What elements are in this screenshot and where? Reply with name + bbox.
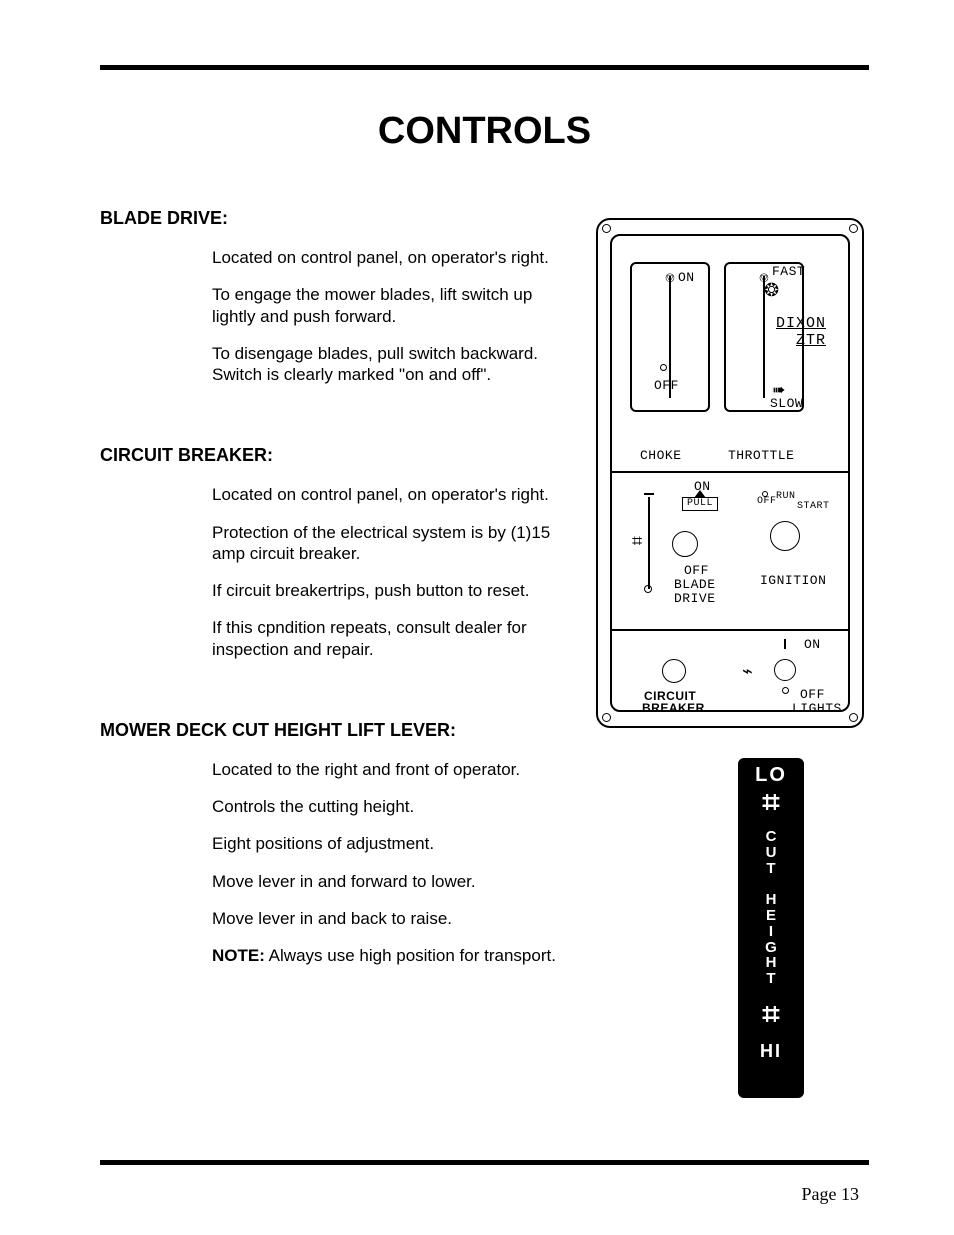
- label-slow: SLOW: [770, 396, 803, 411]
- para: If this cpndition repeats, consult deale…: [212, 617, 567, 660]
- knob-icon: [672, 531, 698, 557]
- body-mower-deck: Located to the right and front of operat…: [212, 759, 632, 967]
- para: Protection of the electrical system is b…: [212, 522, 567, 565]
- lights-knob-icon: [774, 659, 796, 681]
- panel-zone-mid: ON PULL ⌗ OFF BLADE DRIVE OFF RUN START …: [612, 471, 848, 629]
- label-drive: DRIVE: [674, 591, 716, 606]
- label-fast: FAST: [772, 264, 805, 279]
- comb-icon: ⌗: [632, 531, 642, 552]
- panel-zone-bottom: CIRCUIT BREAKER ⌁ ON OFF LIGHTS: [612, 629, 848, 710]
- para: Move lever in and forward to lower.: [212, 871, 632, 892]
- ignition-knob-icon: [770, 521, 800, 551]
- label-throttle: THROTTLE: [728, 448, 794, 463]
- page-title: CONTROLS: [100, 110, 869, 153]
- top-rule: [100, 65, 869, 70]
- para: Controls the cutting height.: [212, 796, 632, 817]
- label-pull: PULL: [687, 498, 713, 509]
- panel-zone-top: ⎊ ⎊ ON OFF FAST ❂ ➠ SLOW DIXON ZTR CHOKE: [612, 236, 848, 471]
- screw-icon: [602, 713, 611, 722]
- label-off: OFF: [800, 687, 825, 702]
- para: If circuit breakertrips, push button to …: [212, 580, 567, 601]
- dot-icon: [644, 585, 652, 593]
- bottom-rule: [100, 1160, 869, 1165]
- para: Located on control panel, on operator's …: [212, 484, 567, 505]
- decal-cut: CUT: [738, 829, 804, 876]
- label-on: ON: [678, 270, 695, 285]
- note-text: Always use high position for transport.: [265, 946, 556, 965]
- rabbit-icon: ❂: [764, 280, 779, 301]
- label-ignition: IGNITION: [760, 573, 826, 588]
- page-number: Page 13: [802, 1184, 860, 1205]
- body-blade-drive: Located on control panel, on operator's …: [212, 247, 567, 385]
- brand-line: ZTR: [776, 333, 826, 350]
- comb-icon: ⌗: [738, 791, 804, 815]
- para: To disengage blades, pull switch backwar…: [212, 343, 567, 386]
- key-icon: ⌁: [742, 661, 753, 682]
- para-note: NOTE: Always use high position for trans…: [212, 945, 632, 966]
- para: Located on control panel, on operator's …: [212, 247, 567, 268]
- para: To engage the mower blades, lift switch …: [212, 284, 567, 327]
- label-lights: LIGHTS: [792, 701, 842, 716]
- body-circuit-breaker: Located on control panel, on operator's …: [212, 484, 567, 660]
- decal-hi: HI: [738, 1041, 804, 1062]
- dot-icon: [782, 687, 789, 694]
- label-breaker: BREAKER: [642, 701, 705, 715]
- comb-icon: ⌗: [738, 1003, 804, 1027]
- tick-icon: [784, 639, 786, 649]
- para: Eight positions of adjustment.: [212, 833, 632, 854]
- para: Located to the right and front of operat…: [212, 759, 632, 780]
- tick-icon: [644, 493, 654, 495]
- label-ign-off: OFF: [757, 496, 777, 507]
- label-off: OFF: [684, 563, 709, 578]
- brand-line: DIXON: [776, 316, 826, 333]
- breaker-button-icon: [662, 659, 686, 683]
- label-choke: CHOKE: [640, 448, 682, 463]
- blade-track: [648, 497, 650, 589]
- decal-lo: LO: [738, 764, 804, 787]
- label-off: OFF: [654, 378, 679, 393]
- cut-height-decal: LO ⌗ CUT HEIGHT ⌗ HI: [738, 758, 804, 1098]
- label-ign-start: START: [797, 501, 830, 512]
- screw-icon: [849, 224, 858, 233]
- screw-icon: [602, 224, 611, 233]
- decal-height: HEIGHT: [738, 892, 804, 987]
- label-blade: BLADE: [674, 577, 716, 592]
- lever-icon: ⎊: [665, 270, 675, 286]
- label-ign-run: RUN: [776, 491, 796, 502]
- control-panel-diagram: ⎊ ⎊ ON OFF FAST ❂ ➠ SLOW DIXON ZTR CHOKE: [596, 218, 864, 728]
- panel-inner-border: ⎊ ⎊ ON OFF FAST ❂ ➠ SLOW DIXON ZTR CHOKE: [610, 234, 850, 712]
- dot-icon: [660, 364, 667, 371]
- para: Move lever in and back to raise.: [212, 908, 632, 929]
- label-on: ON: [804, 637, 821, 652]
- brand-label: DIXON ZTR: [776, 316, 826, 349]
- page: CONTROLS BLADE DRIVE: Located on control…: [0, 0, 954, 1235]
- note-label: NOTE:: [212, 946, 265, 965]
- screw-icon: [849, 713, 858, 722]
